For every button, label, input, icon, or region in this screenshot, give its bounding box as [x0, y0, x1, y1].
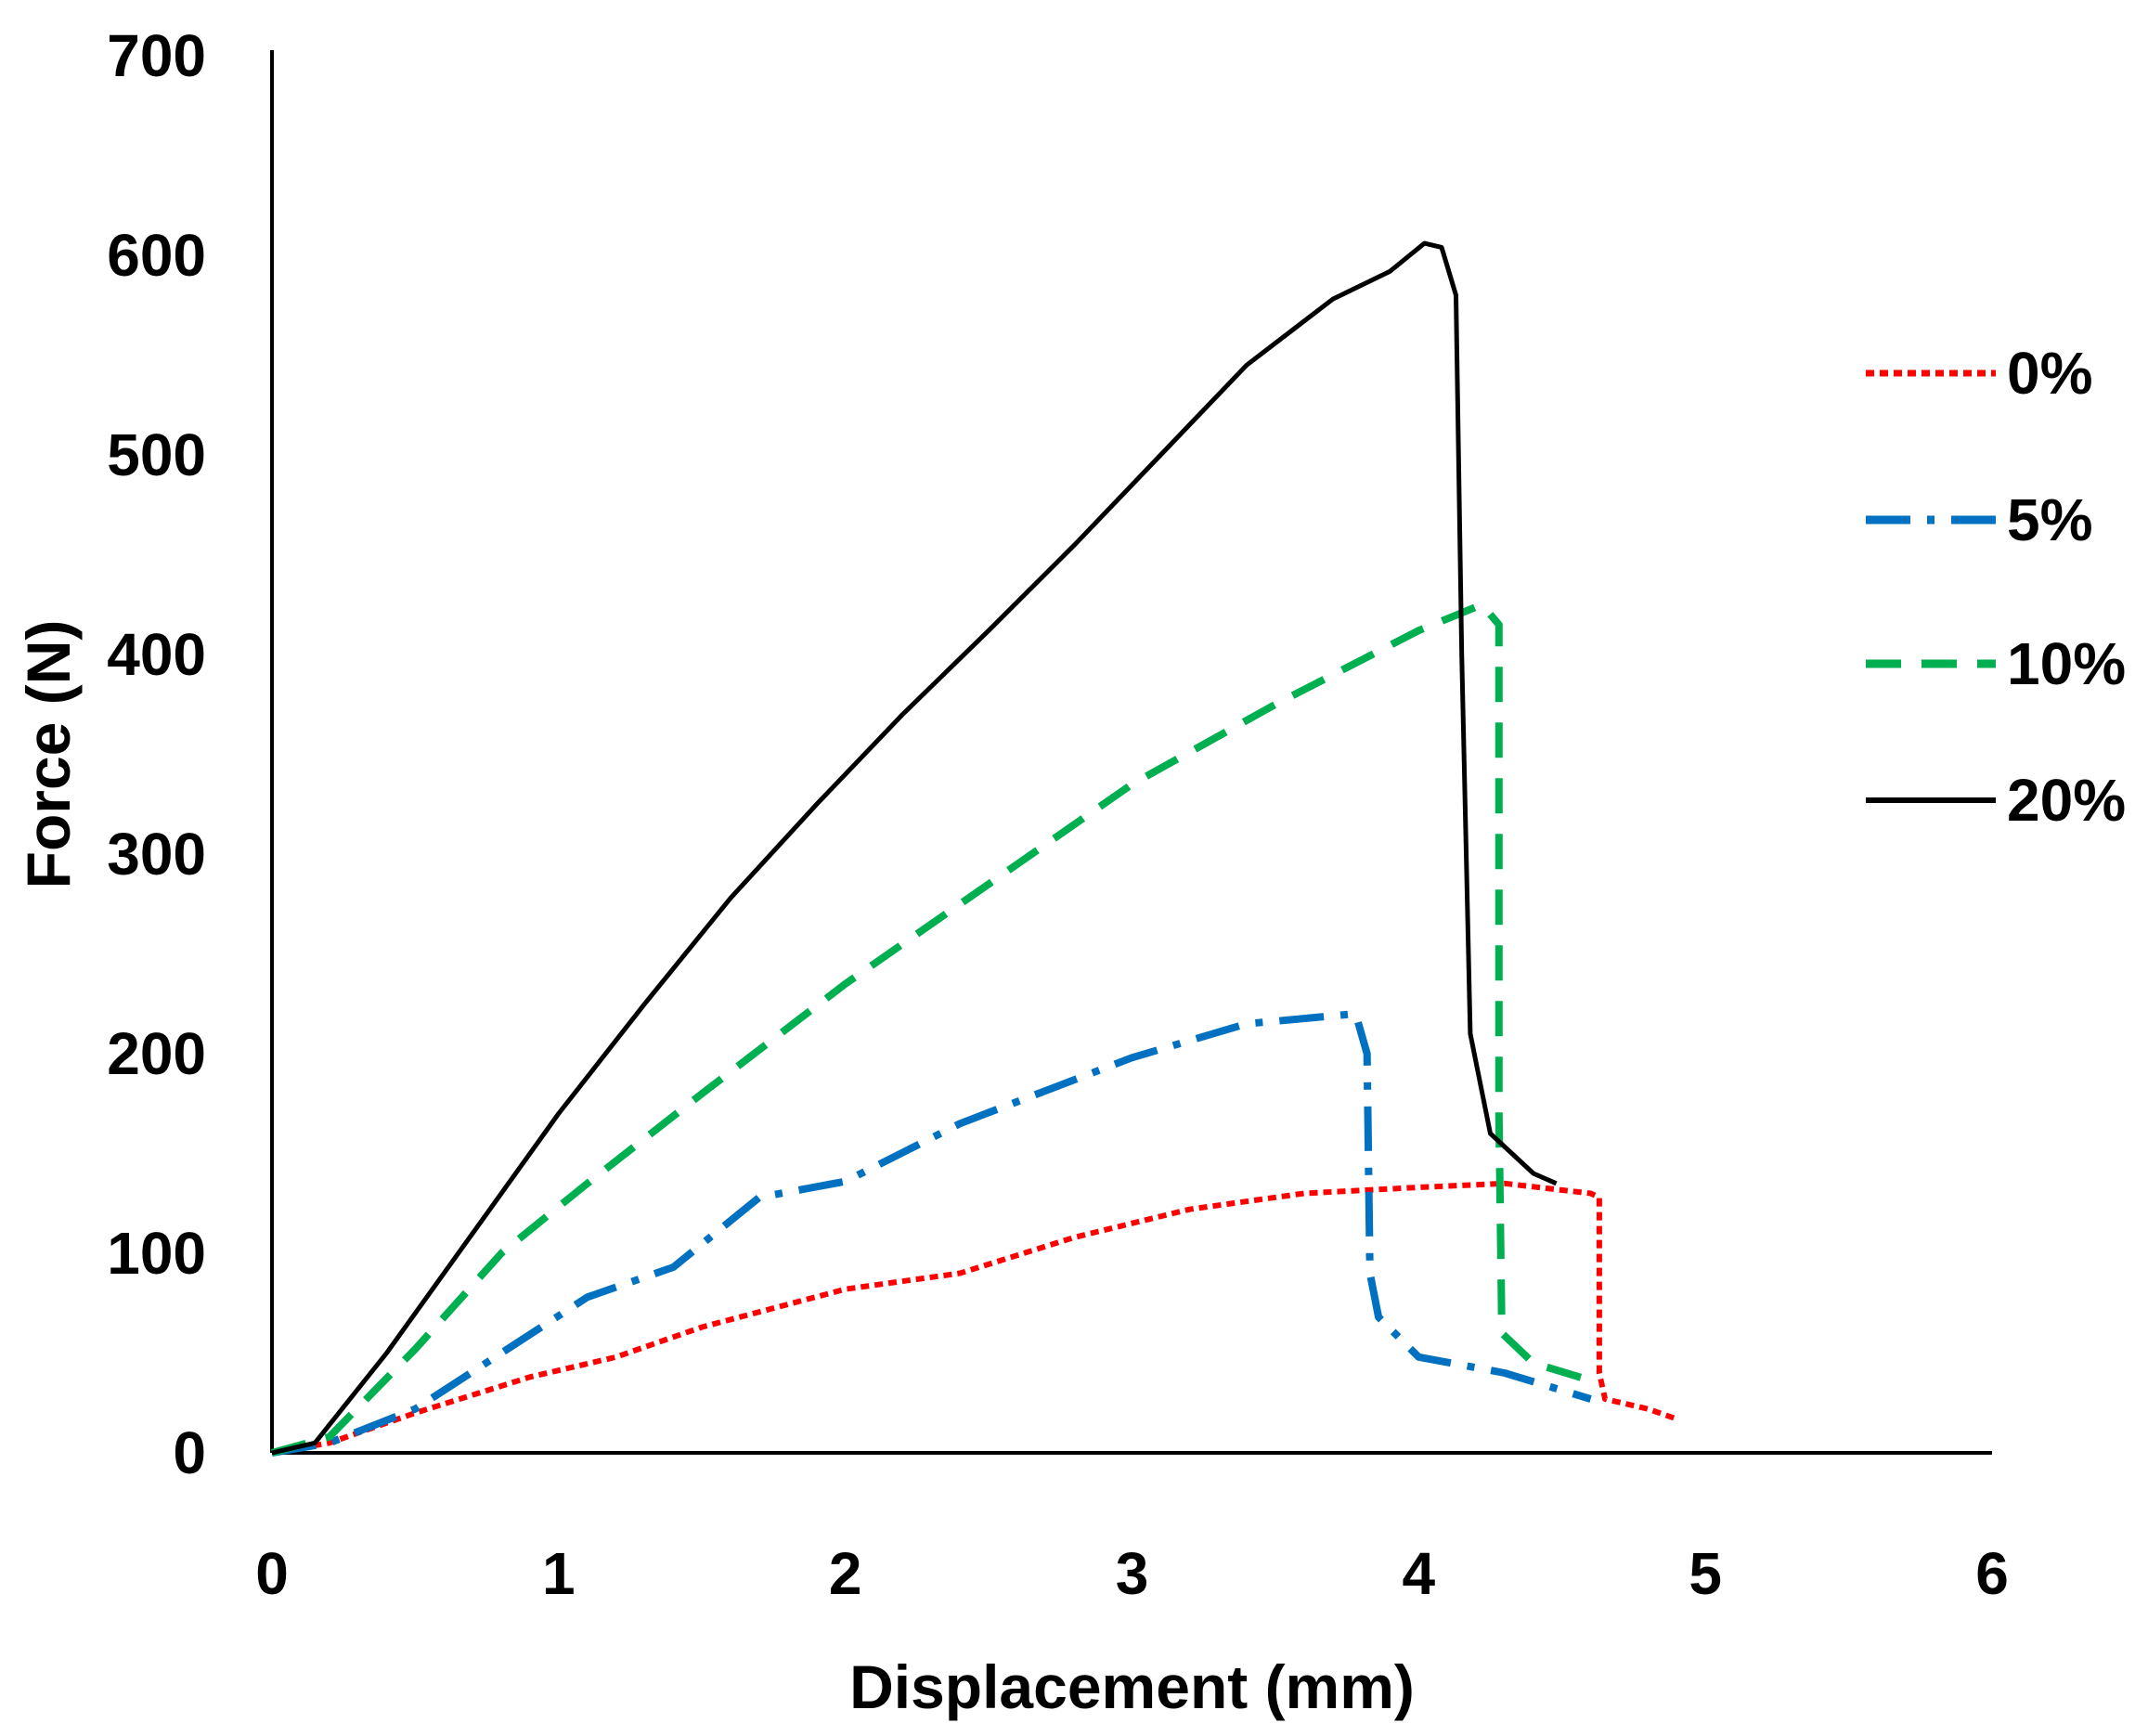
y-tick-label: 400: [107, 621, 206, 688]
x-tick-labels: 0 1 2 3 4 5 6: [255, 1540, 2009, 1607]
x-tick-label: 1: [542, 1540, 576, 1607]
legend-label: 20%: [2007, 767, 2126, 834]
y-tick-label: 100: [107, 1220, 206, 1287]
series-layer: [270, 240, 1678, 1457]
x-tick-label: 6: [1975, 1540, 2009, 1607]
y-axis-title: Force (N): [14, 620, 83, 889]
legend-label: 10%: [2007, 630, 2126, 697]
axes: [270, 50, 1992, 1455]
y-tick-labels: 0 100 200 300 400 500 600 700: [107, 22, 206, 1486]
y-tick-label: 700: [107, 22, 206, 89]
series-line-20pct: [271, 240, 1558, 1456]
y-tick-label: 300: [107, 821, 206, 887]
y-tick-label: 500: [107, 421, 206, 488]
legend-label: 5%: [2007, 486, 2093, 553]
x-axis-title: Displacement (mm): [849, 1652, 1415, 1721]
series-line-10pct: [270, 601, 1601, 1457]
x-tick-label: 2: [829, 1540, 862, 1607]
x-tick-label: 0: [255, 1540, 289, 1607]
legend: 0% 5% 10% 20%: [1866, 340, 2126, 834]
y-tick-label: 0: [173, 1419, 206, 1486]
series-line-5pct: [271, 1010, 1592, 1457]
x-tick-label: 3: [1116, 1540, 1149, 1607]
y-tick-label: 200: [107, 1020, 206, 1087]
series-line-0pct: [271, 1180, 1678, 1456]
x-tick-label: 4: [1403, 1540, 1436, 1607]
x-tick-label: 5: [1689, 1540, 1722, 1607]
legend-label: 0%: [2007, 340, 2093, 407]
y-tick-label: 600: [107, 222, 206, 289]
